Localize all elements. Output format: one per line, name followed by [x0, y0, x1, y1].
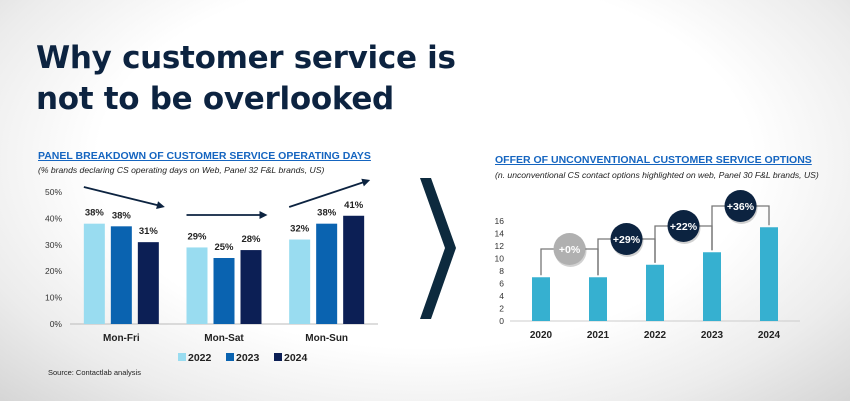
y-tick-label: 40%: [45, 213, 62, 223]
y-tick-label: 50%: [45, 187, 62, 197]
right-chart-title: OFFER OF UNCONVENTIONAL CUSTOMER SERVICE…: [495, 154, 812, 166]
data-label: 38%: [317, 208, 337, 219]
data-label: 31%: [139, 226, 159, 237]
left-chart-subtitle: (% brands declaring CS operating days on…: [38, 165, 325, 175]
growth-label: +0%: [559, 244, 581, 256]
y-tick-label: 8: [499, 266, 504, 276]
arrow-head-icon: [259, 211, 268, 219]
bar-2023-Mon-Fri: [110, 226, 132, 324]
x-tick-label: Mon-Sat: [204, 333, 244, 344]
growth-label: +29%: [613, 234, 641, 246]
y-tick-label: 16: [495, 216, 505, 226]
growth-bubble: [667, 210, 700, 242]
data-label: 25%: [214, 242, 234, 253]
bar-2023: [703, 252, 721, 321]
legend-swatch-2022: [178, 353, 186, 361]
legend-swatch-2024: [274, 353, 282, 361]
y-tick-label: 4: [499, 291, 504, 301]
y-tick-label: 10: [495, 254, 505, 264]
x-tick-label: 2022: [644, 330, 667, 341]
bar-2024: [760, 227, 778, 321]
y-tick-label: 30%: [45, 240, 62, 250]
source-note: Source: Contactlab analysis: [48, 368, 141, 377]
y-tick-label: 6: [499, 279, 504, 289]
bar-2024-Mon-Sun: [343, 215, 365, 324]
title-line-1: Why customer service is: [36, 40, 456, 76]
x-tick-label: Mon-Sun: [305, 333, 348, 344]
legend-swatch-2023: [226, 353, 234, 361]
y-tick-label: 12: [495, 241, 505, 251]
x-tick-label: 2021: [587, 330, 610, 341]
data-label: 32%: [290, 224, 310, 235]
y-tick-label: 0%: [50, 319, 63, 329]
y-tick-label: 2: [499, 304, 504, 314]
bar-2021: [589, 277, 607, 321]
arrow-head-icon: [156, 201, 165, 209]
bar-2022-Mon-Sun: [289, 239, 311, 324]
page-title: Why customer service is not to be overlo…: [36, 38, 456, 120]
bar-2022: [646, 264, 664, 321]
title-line-2: not to be overlooked: [36, 81, 394, 117]
x-tick-label: Mon-Fri: [103, 333, 140, 344]
data-label: 29%: [187, 231, 207, 242]
bar-2020: [532, 277, 550, 321]
chevron-right-icon: [420, 178, 456, 319]
bar-2022-Mon-Sat: [186, 247, 208, 324]
legend-label: 2022: [188, 352, 212, 364]
data-label: 38%: [85, 208, 105, 219]
legend-label: 2024: [284, 352, 308, 364]
legend-label: 2023: [236, 352, 260, 364]
trend-arrow-down: [83, 186, 162, 207]
right-chart-subtitle: (n. unconventional CS contact options hi…: [495, 170, 819, 180]
data-label: 28%: [241, 234, 261, 245]
data-label: 38%: [112, 210, 132, 221]
growth-label: +22%: [670, 221, 698, 233]
trend-arrow-up: [288, 180, 367, 208]
bar-2023-Mon-Sat: [213, 258, 235, 324]
bar-2024-Mon-Sat: [240, 250, 262, 324]
bar-2024-Mon-Fri: [137, 242, 159, 324]
y-tick-label: 14: [495, 229, 505, 239]
arrow-head-icon: [361, 178, 371, 187]
bar-2023-Mon-Sun: [316, 223, 338, 324]
growth-bubble: [553, 233, 586, 265]
y-tick-label: 10%: [45, 293, 62, 303]
left-chart-title: PANEL BREAKDOWN OF CUSTOMER SERVICE OPER…: [38, 150, 371, 162]
growth-label: +36%: [727, 201, 755, 213]
x-tick-label: 2024: [758, 330, 781, 341]
bar-2022-Mon-Fri: [83, 223, 105, 324]
y-tick-label: 0: [499, 316, 504, 326]
data-label: 41%: [344, 200, 364, 211]
y-tick-label: 20%: [45, 266, 62, 276]
x-tick-label: 2020: [530, 330, 553, 341]
growth-bubble: [610, 223, 643, 255]
growth-bubble: [724, 190, 757, 222]
x-tick-label: 2023: [701, 330, 724, 341]
